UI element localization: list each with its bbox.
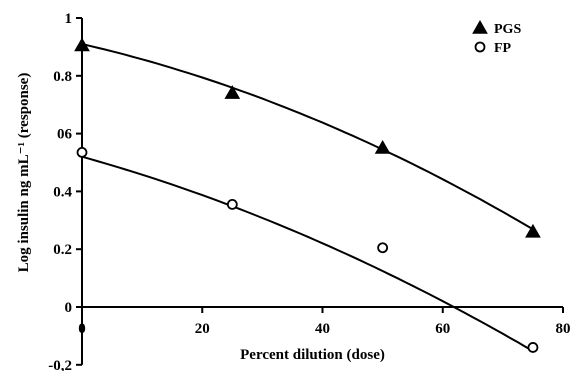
y-axis-title: Log insulin ng mL⁻¹ (response) xyxy=(16,73,32,273)
legend-label-pgs: PGS xyxy=(494,22,521,37)
legend-label-fp: FP xyxy=(494,41,512,56)
trend-line-pgs xyxy=(81,43,534,231)
data-point-pgs xyxy=(374,140,391,154)
y-tick-label: 0.4 xyxy=(53,184,72,200)
x-tick-label: 80 xyxy=(556,321,571,337)
x-tick-label: 0 xyxy=(78,321,86,337)
x-axis-title: Percent dilution (dose) xyxy=(240,347,385,363)
ticks: -0,2 0 0.2 0.4 06 0.8 1 0 20 40 60 80 xyxy=(48,11,570,371)
x-tick-label: 20 xyxy=(195,321,210,337)
trend-lines xyxy=(81,43,534,352)
data-point-pgs xyxy=(224,85,241,99)
trend-line-fp xyxy=(81,155,534,352)
legend-marker-fp xyxy=(474,41,486,53)
data-point-fp xyxy=(527,342,539,353)
legend-marker-pgs xyxy=(472,19,488,34)
data-point-pgs xyxy=(525,223,541,238)
data-point-fp xyxy=(377,242,389,254)
legend: PGS FP xyxy=(472,19,521,56)
y-tick-label: -0,2 xyxy=(48,358,72,371)
data-point-pgs xyxy=(74,37,90,52)
x-tick-label: 60 xyxy=(435,321,450,337)
y-tick-label: 0.8 xyxy=(53,69,72,85)
x-tick-label: 40 xyxy=(315,321,330,337)
y-tick-label: 06 xyxy=(57,127,73,143)
y-tick-label: 1 xyxy=(65,11,73,27)
y-tick-label: 0 xyxy=(65,300,73,316)
data-point-fp xyxy=(226,199,238,210)
y-tick-label: 0.2 xyxy=(53,242,72,258)
data-point-fp xyxy=(76,146,88,158)
data-points xyxy=(74,37,541,353)
